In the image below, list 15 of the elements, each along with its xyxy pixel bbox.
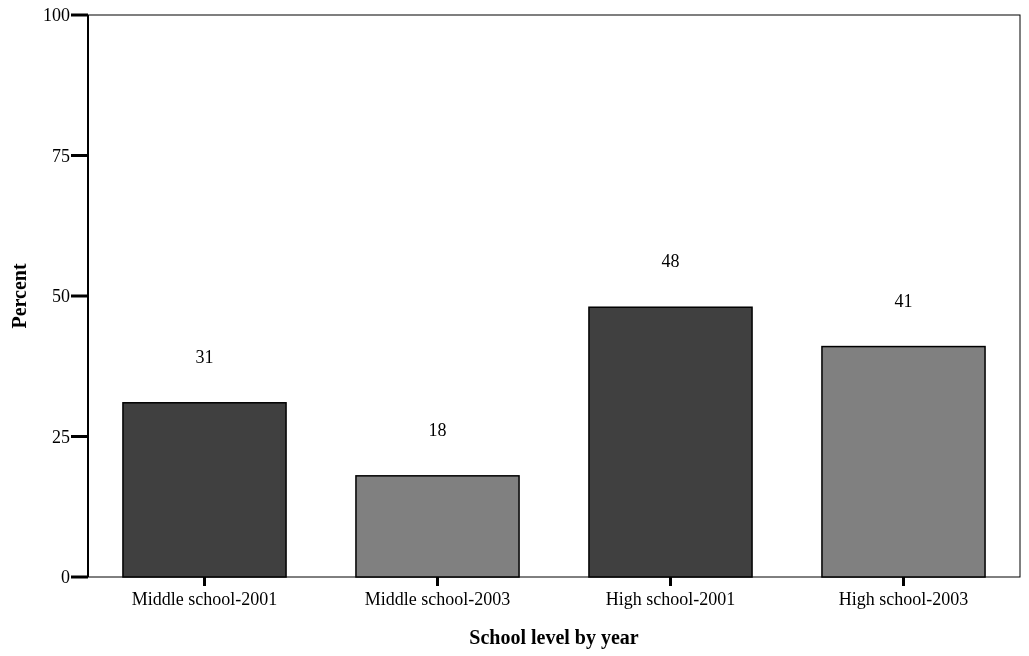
y-tick-label: 0 [61, 567, 70, 588]
x-tick-label: High school-2003 [838, 589, 969, 609]
data-label: 48 [661, 251, 680, 272]
data-label: 31 [195, 346, 214, 367]
x-tick-label: Middle school-2003 [364, 589, 511, 609]
x-tick-label: High school-2001 [605, 589, 736, 609]
data-label: 18 [428, 419, 447, 440]
y-axis-title: Percent [8, 263, 30, 329]
y-tick-label: 25 [52, 426, 70, 447]
y-tick-label: 100 [43, 5, 70, 26]
y-tick-label: 75 [52, 145, 70, 166]
x-tick-label: Middle school-2001 [131, 589, 278, 609]
x-axis-title: School level by year [469, 626, 639, 649]
y-tick-label: 50 [52, 286, 70, 307]
data-label: 41 [894, 290, 913, 311]
